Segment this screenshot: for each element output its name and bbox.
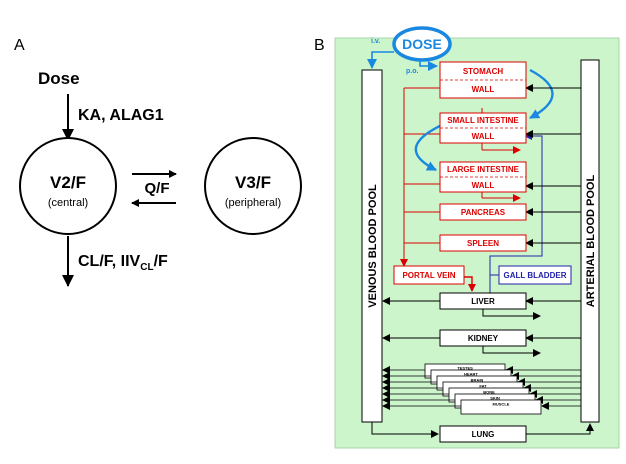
central-sub: (central) (48, 197, 88, 209)
tissue-label: BRAIN (471, 378, 484, 383)
iv-arrow (367, 51, 394, 69)
liver-label: LIVER (471, 297, 495, 306)
spleen-label: SPLEEN (467, 239, 499, 248)
venous-pool-label: VENOUS BLOOD POOL (367, 184, 379, 308)
lung-label: LUNG (472, 430, 495, 439)
gut-venous-return (400, 87, 476, 292)
panel-a: A Dose KA, ALAG1 V2/F (central) V3/F (pe… (14, 37, 302, 287)
stomach-wall-label: WALL (472, 85, 495, 94)
small-intestine-label: SMALL INTESTINE (447, 116, 519, 125)
panel-b-label: B (314, 37, 325, 54)
tissue-label: HEART (464, 372, 478, 377)
venous-to-lung-arrow (371, 422, 439, 438)
kidney-label: KIDNEY (468, 334, 499, 343)
large-intestine-label: LARGE INTESTINE (447, 165, 520, 174)
gall-bladder-label: GALL BLADDER (504, 271, 567, 280)
wall-outflow-arrows (481, 108, 521, 202)
stomach-label: STOMACH (463, 67, 504, 76)
pancreas-label: PANCREAS (461, 208, 506, 217)
dose-label: Dose (38, 69, 80, 88)
absorption-label: KA, ALAG1 (78, 107, 164, 124)
tissue-label: SKIN (490, 396, 500, 401)
panel-a-label: A (14, 37, 25, 54)
central-name: V2/F (50, 173, 86, 192)
small-intestine-wall-label: WALL (472, 132, 495, 141)
portal-vein-box (393, 265, 465, 285)
arterial-blood-pool (580, 59, 600, 423)
iv-label: i.v. (371, 38, 380, 45)
arterial-pool-label: ARTERIAL BLOOD POOL (585, 175, 597, 308)
lung-to-arterial-arrow (526, 423, 594, 435)
large-intestine-wall-label: WALL (472, 181, 495, 190)
peripheral-sub: (peripheral) (225, 197, 281, 209)
po-label: p.o. (406, 68, 418, 75)
spleen-box (439, 234, 527, 252)
po-arrow (419, 60, 438, 71)
tissue-label: FAT (479, 384, 487, 389)
intercompartmental-label: Q/F (145, 180, 170, 197)
central-compartment (19, 137, 117, 235)
arterial-supply-arrows (525, 84, 581, 342)
si-to-li-transit (414, 122, 445, 172)
tissue-label: BONE (483, 390, 495, 395)
tissue-label: TESTES (457, 366, 473, 371)
dose-ellipse (392, 26, 452, 62)
dose-text: DOSE (402, 36, 442, 52)
elimination-label: CL/F, IIVCL/F (78, 253, 168, 273)
stomach-to-si-transit (529, 68, 554, 120)
peripheral-compartment (204, 137, 302, 235)
peripheral-name: V3/F (235, 173, 271, 192)
tissue-label: MUSCLE (493, 402, 510, 407)
panel-b: B VENOUS BLOOD POOL ARTERIAL BLOOD POOL … (314, 26, 620, 449)
pancreas-box (439, 203, 527, 221)
tissue-muscle: MUSCLE (382, 399, 581, 415)
portal-vein-label: PORTAL VEIN (402, 271, 455, 280)
